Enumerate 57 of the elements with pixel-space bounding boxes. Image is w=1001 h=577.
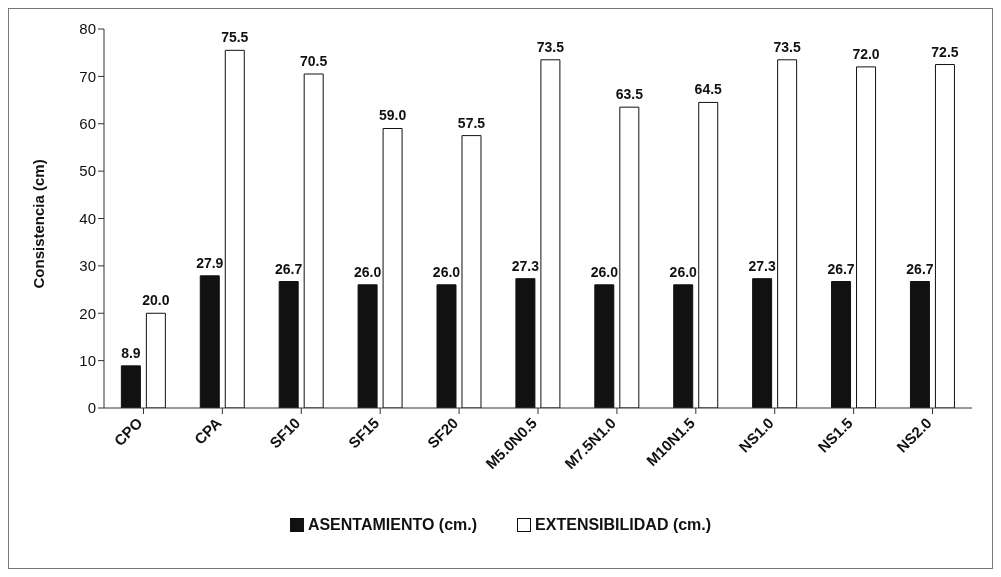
data-label: 27.3: [748, 257, 776, 274]
data-label: 26.0: [590, 263, 619, 280]
data-label: 27.9: [196, 254, 224, 271]
bar: [934, 64, 955, 408]
data-label: 70.5: [300, 53, 328, 70]
bar: [777, 59, 798, 408]
y-axis-title: Consistencia (cm): [30, 159, 48, 289]
y-tick-label: 50: [79, 162, 96, 180]
y-tick-label: 40: [79, 209, 96, 227]
data-label: 73.5: [773, 38, 801, 55]
data-label: 26.0: [669, 263, 698, 280]
bar: [224, 49, 245, 408]
bar: [120, 365, 141, 408]
data-label: 26.0: [353, 263, 382, 280]
bar: [909, 281, 930, 408]
data-label: 8.9: [121, 344, 141, 361]
data-label: 75.5: [221, 29, 249, 46]
y-tick-label: 70: [79, 67, 96, 85]
legend-label: ASENTAMIENTO (cm.): [306, 516, 478, 534]
y-tick-label: 80: [79, 20, 96, 38]
data-label: 72.5: [931, 43, 959, 60]
bar: [619, 106, 640, 408]
x-tick-label: CPA: [190, 413, 225, 448]
bar: [673, 284, 694, 408]
data-label: 72.0: [852, 45, 880, 62]
data-label: 26.0: [432, 263, 461, 280]
data-label: 26.7: [906, 260, 934, 277]
bar: [752, 278, 773, 408]
bar: [145, 312, 166, 408]
data-label: 27.3: [511, 257, 540, 274]
legend-label: EXTENSIBILIDAD (cm.): [534, 516, 712, 534]
bar: [278, 281, 299, 408]
data-label: 73.5: [536, 38, 565, 55]
y-tick-label: 0: [87, 399, 96, 417]
bar: [594, 284, 615, 408]
y-tick-label: 20: [79, 304, 96, 322]
bar: [436, 284, 457, 408]
bar: [461, 135, 482, 408]
data-label: 59.0: [378, 107, 407, 124]
bar: [540, 59, 561, 408]
data-label: 26.7: [827, 260, 855, 277]
bar: [515, 278, 536, 408]
bar: [856, 66, 877, 408]
data-label: 63.5: [615, 86, 644, 103]
bar: [698, 101, 719, 408]
data-label: 64.5: [694, 81, 723, 98]
bar: [303, 73, 324, 408]
bar: [382, 127, 403, 408]
data-label: 26.7: [275, 260, 303, 277]
y-tick-label: 30: [79, 257, 96, 275]
bar: [357, 284, 378, 408]
data-label: 20.0: [142, 292, 170, 309]
bar: [199, 275, 220, 408]
bar: [831, 281, 852, 408]
data-label: 57.5: [457, 114, 486, 131]
y-tick-label: 60: [79, 115, 96, 133]
y-tick-label: 10: [79, 351, 96, 369]
